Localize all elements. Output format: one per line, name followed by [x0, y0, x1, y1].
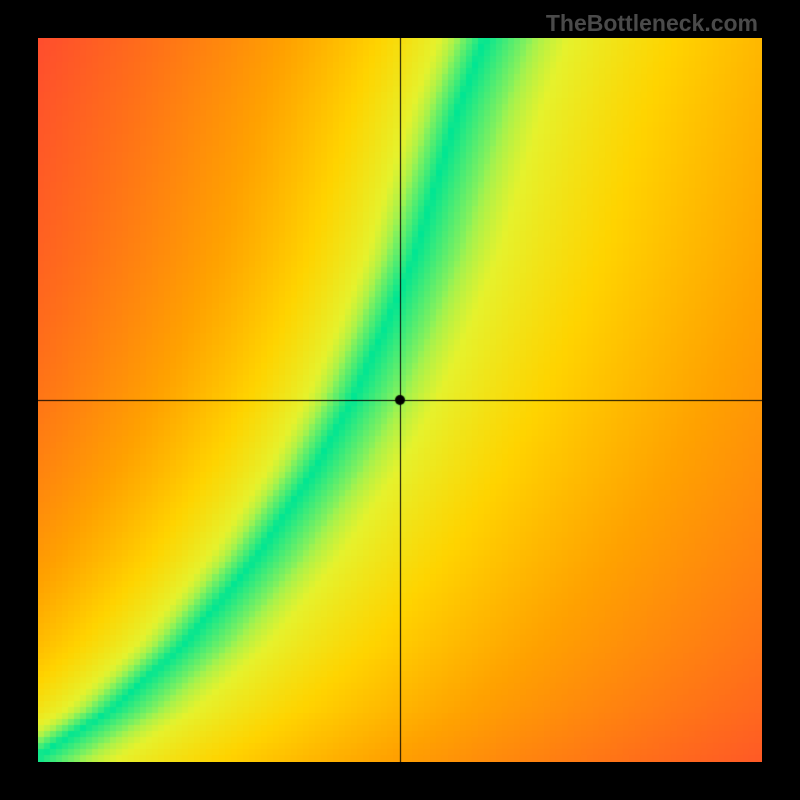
- figure-frame: TheBottleneck.com: [0, 0, 800, 800]
- watermark-text: TheBottleneck.com: [546, 10, 758, 37]
- bottleneck-heatmap: [38, 38, 762, 762]
